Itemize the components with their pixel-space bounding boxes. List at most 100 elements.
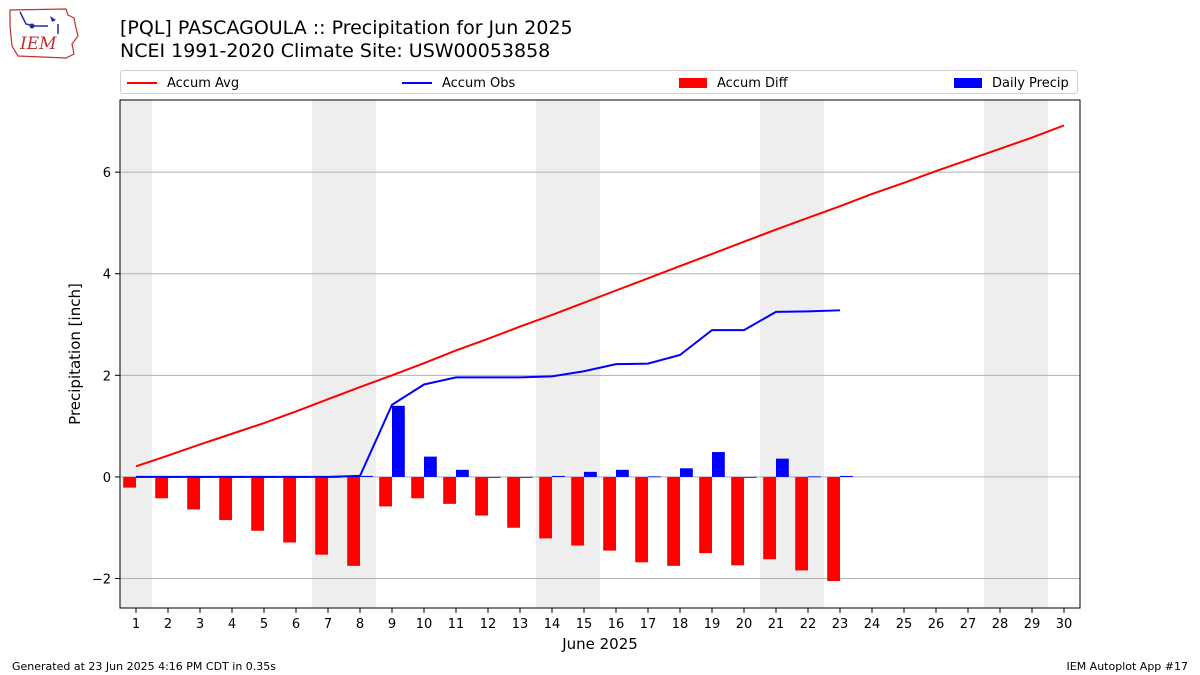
legend-item-daily-precip: Daily Precip — [954, 74, 1069, 92]
x-tick-label-17: 17 — [640, 617, 657, 632]
x-tick-label-13: 13 — [512, 617, 529, 632]
x-tick-label-3: 3 — [196, 617, 204, 632]
x-tick-label-24: 24 — [864, 617, 881, 632]
y-tick-label-0: 0 — [103, 471, 111, 486]
footer-app: IEM Autoplot App #17 — [1066, 660, 1189, 673]
footer-generated: Generated at 23 Jun 2025 4:16 PM CDT in … — [12, 660, 277, 673]
x-tick-label-7: 7 — [324, 617, 332, 632]
x-tick-label-22: 22 — [800, 617, 817, 632]
diff-bar-12 — [475, 476, 488, 516]
diff-bar-22 — [795, 476, 808, 571]
legend-item-accum-avg: Accum Avg — [127, 74, 239, 92]
x-tick-label-4: 4 — [228, 617, 236, 632]
accum-avg-line — [135, 124, 1065, 468]
diff-bar-1 — [123, 476, 136, 488]
diff-bar-17 — [635, 476, 648, 563]
daily-bar-19 — [712, 452, 725, 477]
x-tick-label-11: 11 — [448, 617, 465, 632]
iem-logo: IEM — [9, 8, 79, 59]
x-tick-label-15: 15 — [576, 617, 593, 632]
daily-bar-16 — [616, 469, 629, 477]
x-tick-label-5: 5 — [260, 617, 268, 632]
legend-swatch-daily-precip — [954, 78, 982, 88]
chart-title: [PQL] PASCAGOULA :: Precipitation for Ju… — [120, 17, 573, 39]
diff-bar-3 — [187, 476, 200, 510]
legend-label-accum-obs: Accum Obs — [442, 75, 516, 91]
diff-bar-13 — [507, 476, 520, 528]
daily-bar-12 — [488, 476, 501, 478]
weekend-band-1 — [120, 100, 152, 608]
daily-bar-14 — [552, 475, 565, 477]
x-tick-label-18: 18 — [672, 617, 689, 632]
x-tick-label-2: 2 — [164, 617, 172, 632]
daily-bar-10 — [424, 456, 437, 477]
daily-bar-18 — [680, 468, 693, 477]
legend-item-accum-obs: Accum Obs — [402, 74, 515, 92]
y-tick-label-6: 6 — [103, 166, 111, 181]
diff-bar-18 — [667, 476, 680, 566]
daily-bar-15 — [584, 471, 597, 477]
x-axis-label: June 2025 — [561, 635, 638, 653]
legend-label-accum-avg: Accum Avg — [167, 75, 240, 91]
diff-bar-21 — [763, 476, 776, 560]
daily-bar-11 — [456, 469, 469, 477]
x-tick-label-28: 28 — [992, 617, 1009, 632]
diff-bar-23 — [827, 476, 840, 582]
daily-bar-21 — [776, 458, 789, 477]
x-tick-label-12: 12 — [480, 617, 497, 632]
legend-swatch-accum-obs — [402, 82, 432, 84]
legend-label-daily-precip: Daily Precip — [992, 75, 1069, 91]
x-tick-label-30: 30 — [1056, 617, 1073, 632]
x-tick-label-16: 16 — [608, 617, 625, 632]
legend-item-accum-diff: Accum Diff — [679, 74, 788, 92]
daily-bar-23 — [840, 475, 853, 477]
diff-bar-14 — [539, 476, 552, 539]
x-tick-label-8: 8 — [356, 617, 364, 632]
diff-bar-10 — [411, 476, 424, 499]
daily-bar-13 — [520, 476, 533, 478]
y-tick-label-2: 2 — [103, 369, 111, 384]
daily-bar-17 — [648, 476, 661, 478]
x-tick-label-10: 10 — [416, 617, 433, 632]
plot-frame — [119, 99, 1081, 609]
diff-bar-15 — [571, 476, 584, 546]
daily-bar-8 — [360, 475, 373, 477]
y-tick-label-4: 4 — [103, 268, 111, 283]
x-tick-label-20: 20 — [736, 617, 753, 632]
diff-bar-6 — [283, 476, 296, 543]
x-tick-label-21: 21 — [768, 617, 785, 632]
legend-swatch-accum-avg — [127, 82, 157, 84]
x-tick-label-14: 14 — [544, 617, 561, 632]
diff-bar-11 — [443, 476, 456, 504]
diff-bar-8 — [347, 476, 360, 566]
x-tick-label-29: 29 — [1024, 617, 1041, 632]
diff-bar-19 — [699, 476, 712, 554]
legend: Accum Avg Accum Obs Accum Diff Daily Pre… — [120, 70, 1078, 94]
x-tick-label-27: 27 — [960, 617, 977, 632]
x-tick-label-6: 6 — [292, 617, 300, 632]
diff-bar-20 — [731, 476, 744, 566]
daily-bar-9 — [392, 405, 405, 477]
weekend-band-29 — [1016, 100, 1048, 608]
logo-text: IEM — [19, 34, 57, 54]
diff-bar-9 — [379, 476, 392, 507]
legend-swatch-accum-diff — [679, 78, 707, 88]
daily-bar-22 — [808, 476, 821, 478]
legend-label-accum-diff: Accum Diff — [717, 75, 788, 91]
x-tick-label-9: 9 — [388, 617, 396, 632]
diff-bar-4 — [219, 476, 232, 521]
weekend-band-28 — [984, 100, 1016, 608]
x-tick-label-19: 19 — [704, 617, 721, 632]
x-tick-label-25: 25 — [896, 617, 913, 632]
x-tick-label-23: 23 — [832, 617, 849, 632]
accum-obs-line — [136, 309, 841, 478]
diff-bar-7 — [315, 476, 328, 555]
y-axis-label: Precipitation [inch] — [66, 283, 84, 425]
diff-bar-5 — [251, 476, 264, 531]
diff-bar-2 — [155, 476, 168, 499]
daily-bar-20 — [744, 476, 757, 478]
x-tick-label-1: 1 — [132, 617, 140, 632]
y-tick-label--2: −2 — [92, 573, 111, 588]
x-tick-label-26: 26 — [928, 617, 945, 632]
